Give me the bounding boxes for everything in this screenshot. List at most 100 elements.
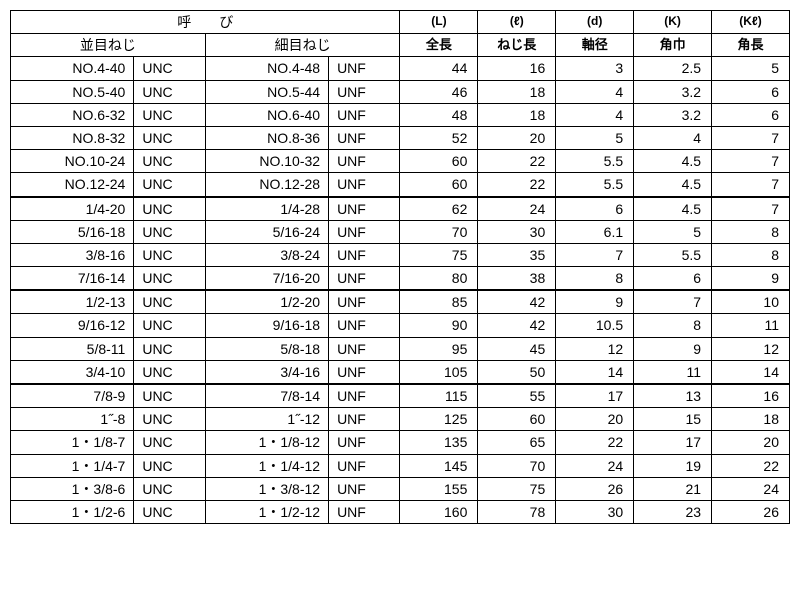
fine-size: NO.10-32 <box>205 150 328 173</box>
val-K: 11 <box>634 360 712 384</box>
val-d: 7 <box>556 243 634 266</box>
coarse-std: UNC <box>134 220 205 243</box>
fine-size: NO.8-36 <box>205 126 328 149</box>
val-d: 8 <box>556 267 634 291</box>
fine-size: 1/4-28 <box>205 197 328 221</box>
val-Kl: 12 <box>712 337 790 360</box>
val-d: 17 <box>556 384 634 408</box>
val-l: 55 <box>478 384 556 408</box>
fine-size: 1・3/8-12 <box>205 477 328 500</box>
fine-size: 7/8-14 <box>205 384 328 408</box>
header-col-jp-3: 角巾 <box>634 34 712 57</box>
coarse-std: UNC <box>134 197 205 221</box>
coarse-size: NO.8-32 <box>11 126 134 149</box>
coarse-size: 5/16-18 <box>11 220 134 243</box>
table-row: NO.5-40UNCNO.5-44UNF461843.26 <box>11 80 790 103</box>
table-row: 1・3/8-6UNC1・3/8-12UNF15575262124 <box>11 477 790 500</box>
val-d: 5.5 <box>556 150 634 173</box>
val-l: 75 <box>478 477 556 500</box>
coarse-size: 1・1/8-7 <box>11 431 134 454</box>
header-col-jp-0: 全長 <box>400 34 478 57</box>
coarse-size: NO.10-24 <box>11 150 134 173</box>
header-fine: 細目ねじ <box>205 34 400 57</box>
coarse-size: 1/4-20 <box>11 197 134 221</box>
coarse-size: NO.6-32 <box>11 103 134 126</box>
fine-std: UNF <box>329 314 400 337</box>
val-l: 22 <box>478 173 556 197</box>
val-Kl: 16 <box>712 384 790 408</box>
val-L: 52 <box>400 126 478 149</box>
val-L: 44 <box>400 57 478 80</box>
fine-size: 1・1/2-12 <box>205 500 328 523</box>
val-L: 160 <box>400 500 478 523</box>
fine-std: UNF <box>329 408 400 431</box>
val-Kl: 6 <box>712 103 790 126</box>
val-L: 155 <box>400 477 478 500</box>
table-row: 5/16-18UNC5/16-24UNF70306.158 <box>11 220 790 243</box>
coarse-std: UNC <box>134 360 205 384</box>
val-K: 5 <box>634 220 712 243</box>
coarse-std: UNC <box>134 126 205 149</box>
val-L: 80 <box>400 267 478 291</box>
val-L: 75 <box>400 243 478 266</box>
fine-std: UNF <box>329 454 400 477</box>
fine-size: 1/2-20 <box>205 290 328 314</box>
val-K: 5.5 <box>634 243 712 266</box>
fine-size: 1˝-12 <box>205 408 328 431</box>
fine-size: NO.4-48 <box>205 57 328 80</box>
fine-std: UNF <box>329 173 400 197</box>
coarse-size: 1・3/8-6 <box>11 477 134 500</box>
val-K: 4.5 <box>634 150 712 173</box>
fine-std: UNF <box>329 267 400 291</box>
val-K: 3.2 <box>634 80 712 103</box>
val-L: 46 <box>400 80 478 103</box>
fine-std: UNF <box>329 57 400 80</box>
fine-std: UNF <box>329 103 400 126</box>
val-Kl: 11 <box>712 314 790 337</box>
table-row: NO.6-32UNCNO.6-40UNF481843.26 <box>11 103 790 126</box>
val-Kl: 24 <box>712 477 790 500</box>
coarse-size: 3/8-16 <box>11 243 134 266</box>
table-row: NO.12-24UNCNO.12-28UNF60225.54.57 <box>11 173 790 197</box>
fine-size: 7/16-20 <box>205 267 328 291</box>
coarse-std: UNC <box>134 150 205 173</box>
fine-std: UNF <box>329 220 400 243</box>
val-l: 65 <box>478 431 556 454</box>
val-d: 24 <box>556 454 634 477</box>
val-K: 19 <box>634 454 712 477</box>
fine-std: UNF <box>329 477 400 500</box>
coarse-std: UNC <box>134 267 205 291</box>
val-Kl: 10 <box>712 290 790 314</box>
val-K: 2.5 <box>634 57 712 80</box>
val-Kl: 8 <box>712 220 790 243</box>
val-L: 90 <box>400 314 478 337</box>
val-Kl: 5 <box>712 57 790 80</box>
coarse-std: UNC <box>134 57 205 80</box>
coarse-size: 1・1/2-6 <box>11 500 134 523</box>
fine-size: 9/16-18 <box>205 314 328 337</box>
val-K: 4.5 <box>634 197 712 221</box>
val-l: 42 <box>478 290 556 314</box>
val-Kl: 7 <box>712 173 790 197</box>
header-coarse: 並目ねじ <box>11 34 206 57</box>
val-l: 45 <box>478 337 556 360</box>
val-d: 6 <box>556 197 634 221</box>
val-L: 85 <box>400 290 478 314</box>
val-l: 22 <box>478 150 556 173</box>
coarse-size: NO.5-40 <box>11 80 134 103</box>
fine-std: UNF <box>329 126 400 149</box>
table-header: 呼 び (L) (ℓ) (d) (K) (Kℓ) 並目ねじ 細目ねじ 全長 ねじ… <box>11 11 790 57</box>
val-L: 145 <box>400 454 478 477</box>
coarse-std: UNC <box>134 243 205 266</box>
header-col-sym-1: (ℓ) <box>478 11 556 34</box>
val-Kl: 7 <box>712 197 790 221</box>
val-K: 17 <box>634 431 712 454</box>
val-l: 18 <box>478 80 556 103</box>
val-K: 3.2 <box>634 103 712 126</box>
val-Kl: 9 <box>712 267 790 291</box>
val-d: 20 <box>556 408 634 431</box>
coarse-std: UNC <box>134 290 205 314</box>
val-Kl: 22 <box>712 454 790 477</box>
val-L: 105 <box>400 360 478 384</box>
coarse-std: UNC <box>134 408 205 431</box>
